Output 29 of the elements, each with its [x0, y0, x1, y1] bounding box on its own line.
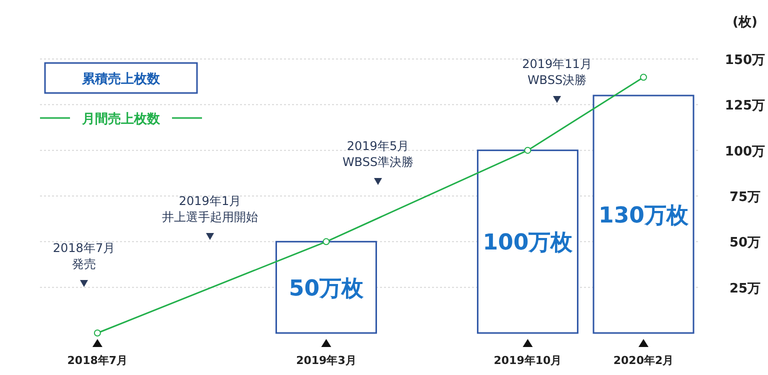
text: 累積売上枚数	[81, 72, 161, 87]
data-label: 130万枚	[598, 203, 690, 228]
annotation: 井上選手起用開始	[162, 210, 258, 224]
data-label: 50万枚	[288, 276, 365, 302]
bar	[592, 94, 694, 334]
point	[94, 330, 101, 336]
annotation: WBSS決勝	[527, 73, 587, 87]
x-tick-label: 2020年2月	[613, 354, 674, 367]
y-axis-title: (枚)	[732, 15, 758, 30]
y-tick-label: 100万	[724, 144, 766, 160]
annotation: 2018年7月	[52, 241, 116, 255]
x-tick-label: 2019年10月	[494, 354, 562, 367]
annotation: 2019年5月	[346, 139, 410, 153]
x-tick-label: 2019年3月	[296, 354, 356, 367]
legend-label: 月間売上枚数	[81, 112, 161, 127]
y-tick-label: 75万	[729, 190, 761, 205]
point	[524, 146, 532, 154]
annotation: 2019年11月	[522, 57, 592, 71]
annotation: WBSS準決勝	[342, 155, 414, 169]
point	[640, 74, 648, 81]
y-tick-label: 25万	[729, 281, 761, 296]
annotation: 2019年1月	[178, 194, 242, 208]
annotation: 発売	[72, 257, 96, 271]
x-tick-label: 2018年7月	[67, 354, 128, 367]
data-label: 100万枚	[482, 230, 574, 256]
y-tick-label: 150万	[724, 53, 766, 68]
point	[322, 238, 330, 246]
y-tick-label: 50万	[729, 236, 761, 251]
y-tick-label: 125万	[724, 98, 766, 114]
